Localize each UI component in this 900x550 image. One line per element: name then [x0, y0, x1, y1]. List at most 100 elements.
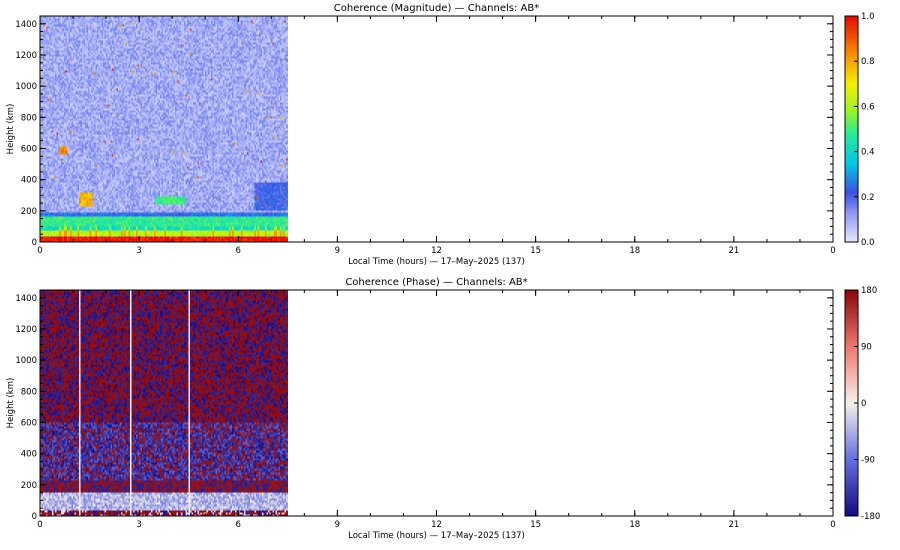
colorbar-swatch [845, 388, 858, 392]
colorbar-swatch [845, 487, 858, 490]
colorbar-swatch [845, 147, 858, 150]
x-tick-label: 15 [530, 246, 541, 256]
colorbar-swatch [845, 417, 858, 420]
colorbar-swatch [845, 20, 858, 23]
colorbar-swatch [845, 403, 858, 406]
x-axis-label: Local Time (hours) — 17–May–2025 (137) [348, 257, 525, 267]
colorbar-swatch [845, 474, 858, 478]
magnitude-panel: Coherence (Magnitude) — Channels: AB* 0 3 6… [6, 3, 875, 267]
colorbar-swatch [845, 357, 858, 361]
colorbar-swatch [845, 30, 858, 33]
y-tick-label: 600 [21, 418, 37, 428]
colorbar-swatch [845, 163, 858, 167]
colorbar-swatch [845, 46, 858, 50]
colorbar-swatch [845, 324, 858, 328]
colorbar-swatch [845, 155, 858, 159]
colorbar-swatch [845, 159, 858, 163]
colorbar-swatch [845, 314, 858, 318]
colorbar-swatch [845, 343, 858, 346]
colorbar-swatch [845, 239, 858, 243]
colorbar-swatch [845, 304, 858, 307]
colorbar-swatch [845, 331, 858, 334]
colorbar-swatch [845, 296, 858, 299]
colorbar-swatch [845, 161, 858, 165]
colorbar-swatch [845, 170, 858, 173]
heatmap-cells [40, 290, 288, 517]
colorbar-swatch [845, 28, 858, 31]
colorbar-swatch [845, 217, 858, 220]
colorbar-swatch [845, 306, 858, 309]
colorbar-swatch [845, 89, 858, 93]
colorbar-swatch [845, 229, 858, 233]
colorbar-swatch [845, 370, 858, 373]
y-tick-label: 1200 [15, 325, 37, 335]
colorbar: -180 -90 0 90 180 [844, 286, 880, 522]
colorbar-swatch [845, 75, 858, 79]
colorbar-tick-label: 1.0 [861, 12, 875, 22]
colorbar-tick-label: 0.6 [861, 102, 875, 112]
y-tick-label: 0 [32, 238, 37, 248]
colorbar-swatch [845, 444, 858, 447]
colorbar-swatch [845, 87, 858, 91]
colorbar-swatch [845, 157, 858, 161]
colorbar-swatch [845, 318, 858, 322]
y-tick-label: 800 [21, 387, 37, 397]
x-tick-label: 18 [629, 246, 640, 256]
colorbar-swatch [845, 511, 858, 515]
colorbar-swatch [845, 69, 858, 72]
colorbar-swatch [845, 106, 858, 109]
colorbar-swatch [845, 493, 858, 496]
x-tick-label: 0 [37, 520, 42, 530]
colorbar-swatch [845, 215, 858, 218]
colorbar-swatch [845, 505, 858, 509]
colorbar-swatch [845, 427, 858, 431]
x-tick-label: 21 [728, 246, 739, 256]
y-tick-label: 1000 [15, 356, 37, 366]
colorbar-swatch [845, 59, 858, 62]
colorbar-swatch [845, 131, 858, 134]
colorbar-swatch [845, 476, 858, 480]
colorbar-swatch [845, 205, 858, 208]
x-tick-label: 9 [335, 520, 340, 530]
colorbar-swatch [845, 433, 858, 437]
colorbar-swatch [845, 320, 858, 324]
colorbar-swatch [845, 85, 858, 89]
colorbar-swatch [845, 359, 858, 363]
colorbar-swatch [845, 310, 858, 313]
colorbar-swatch [845, 491, 858, 494]
colorbar-swatch [845, 231, 858, 235]
x-tick-label: 0 [830, 246, 835, 256]
colorbar-swatch [845, 116, 858, 120]
y-tick-label: 400 [21, 176, 37, 186]
colorbar-swatch [845, 98, 858, 101]
colorbar-swatch [845, 368, 858, 371]
colorbar-swatch [845, 44, 858, 48]
colorbar-tick-label: 0.4 [861, 148, 875, 158]
colorbar-swatch [845, 192, 858, 196]
y-tick-label: 600 [21, 144, 37, 154]
colorbar-swatch [845, 326, 858, 330]
colorbar-swatch [845, 290, 858, 293]
colorbar-swatch [845, 380, 858, 383]
colorbar-swatch [845, 48, 858, 52]
colorbar-swatch [845, 178, 858, 181]
colorbar-swatch [845, 361, 858, 365]
y-axis-label: Height (km) [6, 104, 16, 155]
colorbar-swatch [845, 405, 858, 408]
colorbar-swatch [845, 102, 858, 105]
colorbar-swatch [845, 209, 858, 212]
colorbar-swatch [845, 347, 858, 350]
colorbar-swatch [845, 495, 858, 498]
y-tick-label: 400 [21, 450, 37, 460]
colorbar-swatch [845, 126, 858, 130]
colorbar-swatch [845, 499, 858, 503]
colorbar-swatch [845, 329, 858, 332]
colorbar-swatch [845, 481, 858, 484]
colorbar-swatch [845, 32, 858, 35]
colorbar-swatch [845, 182, 858, 185]
x-tick-label: 18 [629, 520, 640, 530]
colorbar-swatch [845, 448, 858, 451]
colorbar-swatch [845, 345, 858, 348]
colorbar-swatch [845, 483, 858, 486]
colorbar-swatch [845, 322, 858, 326]
